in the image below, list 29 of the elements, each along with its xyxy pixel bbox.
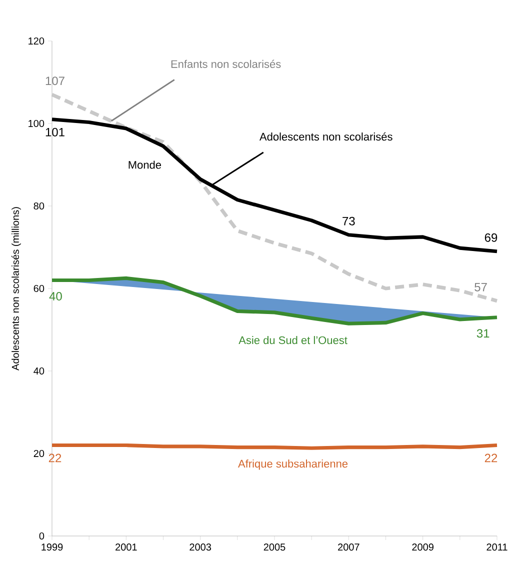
- y-axis-title: Adolescents non scolarisés (millions): [11, 207, 21, 370]
- y-tick-label: 20: [34, 450, 44, 458]
- series-label: Afrique subsaharienne: [238, 460, 348, 470]
- data-label: 22: [48, 454, 62, 462]
- y-tick-label: 0: [39, 532, 44, 540]
- annotation: 40: [49, 292, 62, 301]
- annotation: 31: [476, 329, 490, 338]
- annotation: Enfants non scolarisés: [171, 60, 281, 68]
- data-label: 101: [46, 128, 64, 136]
- x-tick-label: 2005: [264, 544, 286, 551]
- data-label: 69: [484, 233, 498, 242]
- x-tick-label: 2009: [412, 544, 434, 551]
- data-label: 73: [342, 216, 355, 226]
- data-label: 107: [46, 76, 64, 86]
- data-label: 22: [484, 454, 498, 462]
- x-tick-label: 2001: [116, 544, 137, 551]
- x-tick-label: 2007: [338, 544, 360, 551]
- x-tick-label: 2003: [190, 544, 212, 551]
- y-tick-label: 80: [34, 202, 44, 210]
- x-tick-label: 2011: [486, 544, 508, 551]
- y-tick-label: 100: [28, 120, 44, 128]
- y-tick-label: 120: [28, 37, 44, 45]
- series-label: Asie du Sud et l’Ouest: [238, 336, 348, 344]
- series-label: Monde: [128, 160, 162, 169]
- y-tick-label: 40: [34, 367, 44, 375]
- x-tick-label: 1999: [42, 544, 63, 551]
- annotation: Adolescents non scolarisés: [260, 132, 392, 141]
- data-label: 57: [474, 282, 487, 292]
- y-tick-label: 60: [34, 284, 44, 292]
